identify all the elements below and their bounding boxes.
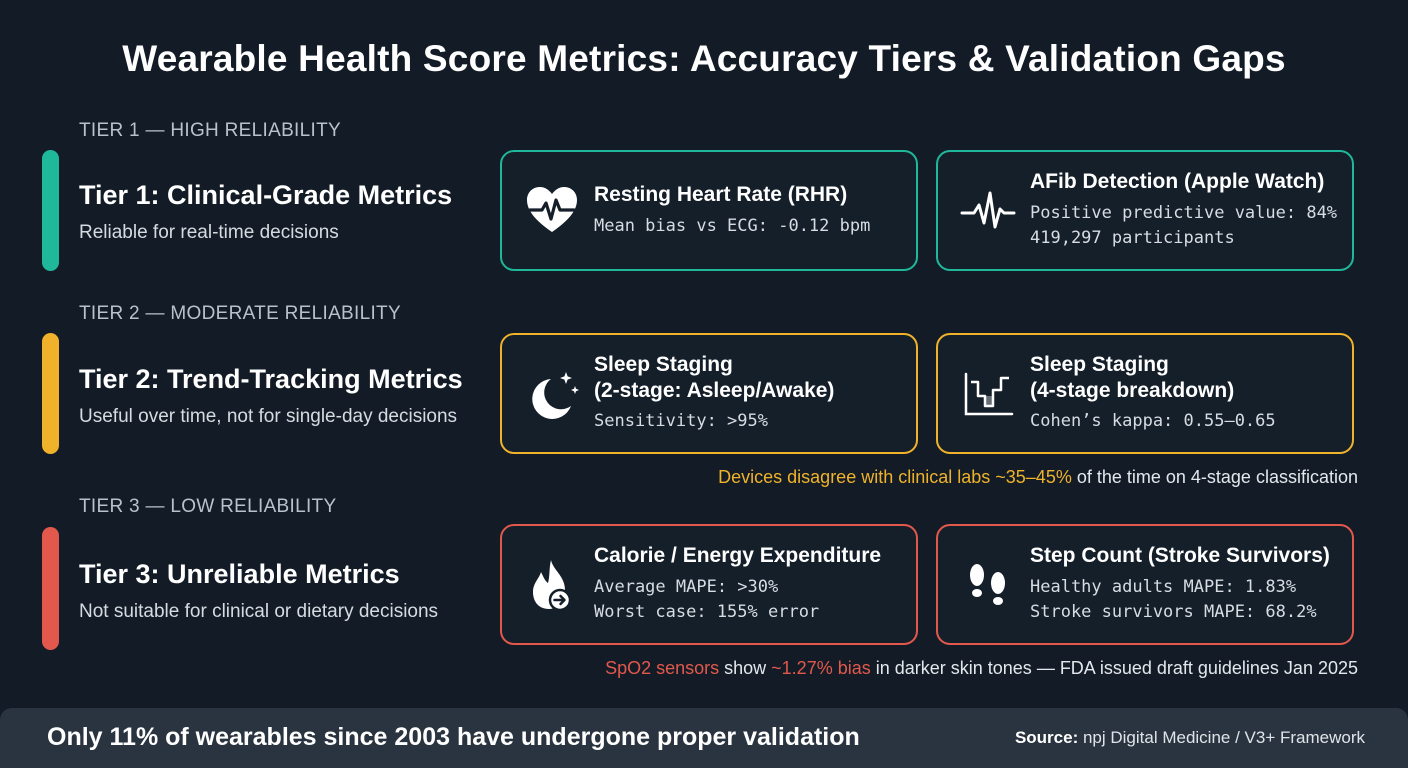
tier2-accent-bar — [42, 333, 59, 454]
tier3-note-text: in darker skin tones — FDA issued draft … — [870, 658, 1358, 678]
card-resting-heart-rate: Resting Heart Rate (RHR) Mean bias vs EC… — [500, 150, 918, 271]
footer-source-text: npj Digital Medicine / V3+ Framework — [1078, 728, 1365, 747]
card-line: 419,297 participants — [1030, 228, 1235, 249]
card-line: Cohen’s kappa: 0.55–0.65 — [1030, 411, 1276, 432]
tier3-subheading: Not suitable for clinical or dietary dec… — [79, 601, 439, 622]
tier1-label: TIER 1 — HIGH RELIABILITY — [79, 120, 341, 141]
ecg-wave-icon — [960, 183, 1016, 239]
card-title: Sleep Staging — [1030, 353, 1169, 377]
footprints-icon — [960, 557, 1016, 613]
footer-source: Source: npj Digital Medicine / V3+ Frame… — [1015, 728, 1365, 748]
footer-banner: Only 11% of wearables since 2003 have un… — [0, 708, 1408, 768]
tier2-note-text: of the time on 4-stage classification — [1071, 467, 1358, 487]
card-line: Mean bias vs ECG: -0.12 bpm — [594, 215, 871, 236]
tier3-note-highlight: ~1.27% bias — [771, 658, 871, 678]
card-sleep-staging-2-stage: Sleep Staging (2-stage: Asleep/Awake) Se… — [500, 333, 918, 454]
tier3-note-text: show — [719, 658, 772, 678]
tier3-note: SpO2 sensors show ~1.27% bias in darker … — [605, 658, 1358, 679]
tier1-heading: Tier 1: Clinical-Grade Metrics — [79, 180, 453, 210]
tier3-label: TIER 3 — LOW RELIABILITY — [79, 496, 337, 517]
tier3-note-highlight: SpO2 sensors — [605, 658, 720, 678]
card-title: AFib Detection (Apple Watch) — [1030, 170, 1325, 194]
card-line: Healthy adults MAPE: 1.83% — [1030, 576, 1297, 597]
tier2-subheading: Useful over time, not for single-day dec… — [79, 406, 458, 427]
footer-statement: Only 11% of wearables since 2003 have un… — [47, 723, 860, 751]
tier2-heading: Tier 2: Trend-Tracking Metrics — [79, 364, 463, 394]
tier2-label: TIER 2 — MODERATE RELIABILITY — [79, 303, 401, 324]
tier3-accent-bar — [42, 527, 59, 650]
flame-arrow-icon — [524, 557, 580, 613]
card-line: Positive predictive value: 84% — [1030, 202, 1338, 223]
tier2-note-highlight: Devices disagree with clinical labs ~35–… — [718, 467, 1072, 487]
card-line: Average MAPE: >30% — [594, 576, 779, 597]
card-title: Resting Heart Rate (RHR) — [594, 182, 848, 206]
card-title: Calorie / Energy Expenditure — [594, 544, 882, 568]
card-line: Sensitivity: >95% — [594, 411, 768, 432]
heart-pulse-icon — [524, 183, 580, 239]
tier2-header: Tier 2: Trend-Tracking Metrics Useful ov… — [79, 364, 463, 428]
card-title-sub: (2-stage: Asleep/Awake) — [594, 378, 835, 402]
tier3-heading: Tier 3: Unreliable Metrics — [79, 559, 400, 589]
card-line: Worst case: 155% error — [594, 602, 820, 623]
page-title: Wearable Health Score Metrics: Accuracy … — [122, 38, 1286, 79]
tier1-subheading: Reliable for real-time decisions — [79, 222, 339, 243]
card-title: Sleep Staging — [594, 353, 733, 377]
card-sleep-staging-4-stage: Sleep Staging (4-stage breakdown) Cohen’… — [936, 333, 1354, 454]
card-calorie-expenditure: Calorie / Energy Expenditure Average MAP… — [500, 524, 918, 645]
card-title-sub: (4-stage breakdown) — [1030, 378, 1235, 402]
card-afib-detection: AFib Detection (Apple Watch) Positive pr… — [936, 150, 1354, 271]
card-title: Step Count (Stroke Survivors) — [1030, 544, 1330, 568]
card-line: Stroke survivors MAPE: 68.2% — [1030, 602, 1317, 623]
tier1-header: Tier 1: Clinical-Grade Metrics Reliable … — [79, 180, 452, 244]
card-step-count: Step Count (Stroke Survivors) Healthy ad… — [936, 524, 1354, 645]
footer-source-label: Source: — [1014, 728, 1079, 747]
tier3-header: Tier 3: Unreliable Metrics Not suitable … — [79, 559, 438, 623]
tier2-note: Devices disagree with clinical labs ~35–… — [718, 467, 1358, 488]
hypnogram-chart-icon — [960, 366, 1016, 422]
moon-stars-icon — [524, 366, 580, 422]
tier1-accent-bar — [42, 150, 59, 271]
